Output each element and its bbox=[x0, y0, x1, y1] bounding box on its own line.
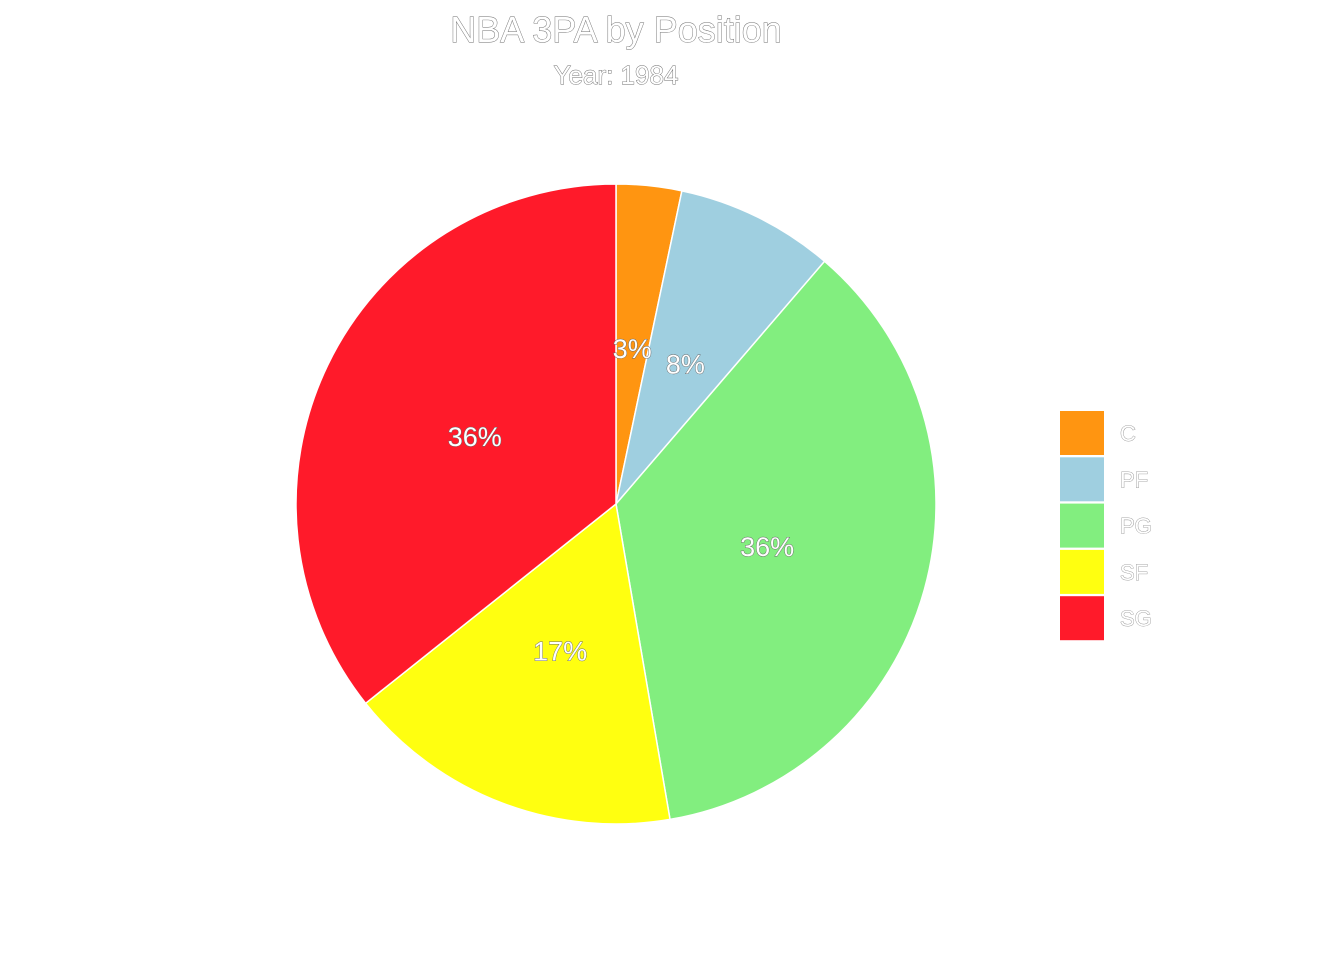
pie-slice-pg bbox=[615, 260, 937, 821]
pie-slice-labels: 3% 8% 36% 17% 36% bbox=[447, 334, 794, 667]
pie-slices bbox=[295, 183, 937, 825]
legend-key-sf bbox=[1060, 549, 1104, 594]
slice-label-c: 3% bbox=[613, 334, 652, 364]
slice-label-sg: 36% bbox=[448, 422, 502, 452]
legend-label-sg: SG bbox=[1120, 606, 1152, 631]
legend-key-pf bbox=[1060, 457, 1104, 502]
legend-label-sf: SF bbox=[1120, 560, 1148, 585]
pie-slice-pf bbox=[615, 189, 826, 505]
slice-label-sf: 17% bbox=[533, 637, 587, 667]
legend-label-pg: PG bbox=[1120, 514, 1152, 539]
legend-key-pg bbox=[1060, 503, 1104, 548]
legend-key-c bbox=[1060, 411, 1104, 455]
pie-slice-sf bbox=[364, 502, 671, 825]
chart-subtitle: Year: 1984 bbox=[554, 60, 679, 90]
slice-label-pg: 36% bbox=[740, 532, 794, 562]
pie-slice-sg bbox=[295, 183, 617, 705]
legend-label-pf: PF bbox=[1120, 467, 1148, 492]
legend-label-c: C bbox=[1120, 421, 1136, 446]
legend: C PF PG SF SG bbox=[1060, 411, 1152, 641]
slice-label-pf: 8% bbox=[666, 349, 705, 379]
legend-key-sg bbox=[1060, 596, 1104, 641]
chart-title: NBA 3PA by Position bbox=[450, 9, 782, 50]
